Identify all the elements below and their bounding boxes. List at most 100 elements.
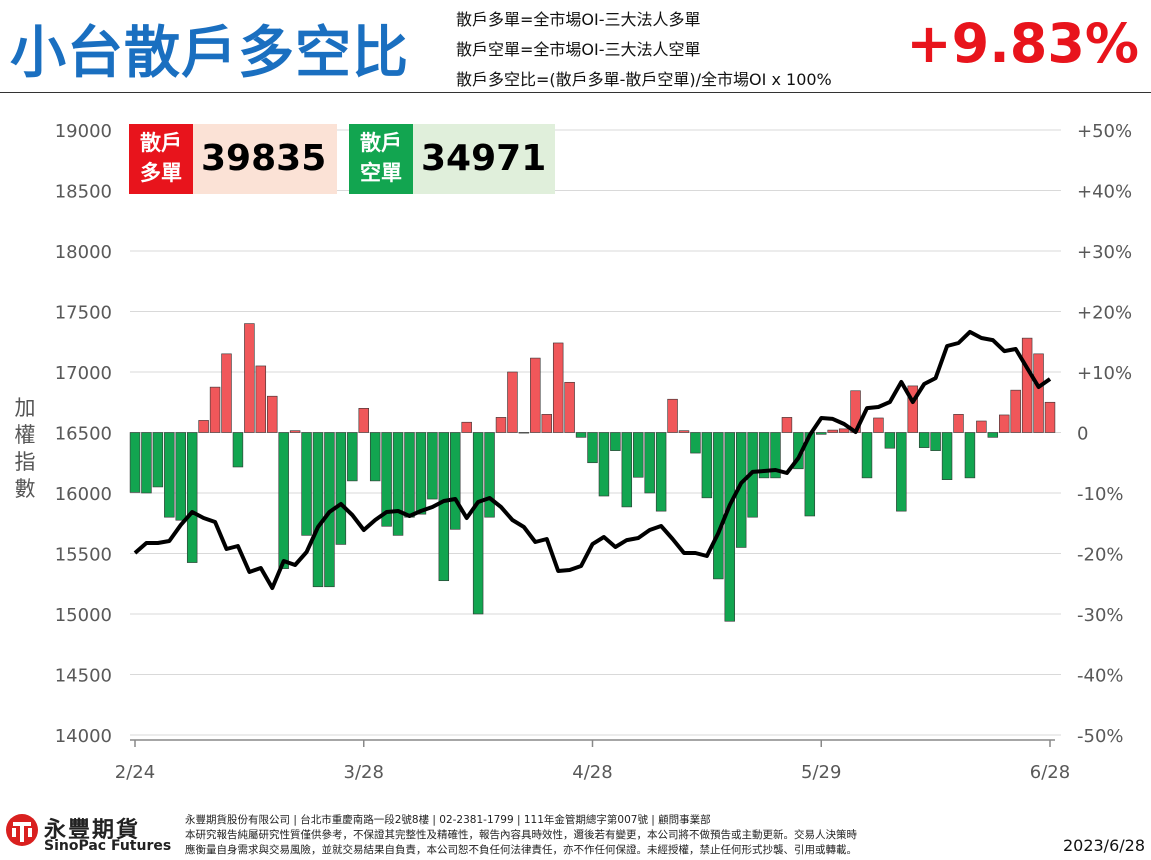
bar	[450, 432, 461, 530]
bar	[1021, 337, 1033, 433]
y-tick-label: 15000	[55, 605, 112, 626]
y2-tick-label: +20%	[1077, 303, 1132, 324]
long-value: 39835	[193, 124, 337, 194]
bar	[175, 432, 186, 521]
bar	[655, 432, 667, 512]
bar	[461, 421, 472, 433]
x-tick-label: 2/24	[115, 762, 155, 783]
bar	[816, 432, 827, 435]
bar	[129, 432, 141, 493]
x-tick-label: 5/29	[801, 762, 841, 783]
long-label: 散戶多單	[129, 124, 193, 194]
bar	[530, 357, 541, 433]
bar	[701, 432, 713, 499]
brand-name-en: SinoPac Futures	[44, 838, 172, 854]
headline-ratio: +9.83%	[906, 12, 1139, 75]
index-line	[133, 329, 1052, 590]
bar	[518, 432, 530, 434]
y-tick-label: 18000	[55, 242, 112, 263]
y2-tick-label: -30%	[1077, 605, 1124, 626]
bar	[164, 432, 175, 518]
report-date: 2023/6/28	[1062, 836, 1145, 855]
formula: 散戶空單=全市場OI-三大法人空單	[456, 40, 701, 59]
bar	[381, 432, 392, 527]
bar	[976, 420, 987, 433]
bar	[552, 342, 564, 433]
y-tick-label: 17000	[55, 363, 112, 384]
bar	[930, 432, 941, 451]
y-tick-label: 17500	[55, 303, 112, 324]
bar	[884, 432, 896, 449]
bar	[495, 417, 507, 433]
bar	[690, 432, 701, 454]
bar	[347, 432, 358, 482]
y2-tick-label: +50%	[1077, 121, 1132, 142]
bar	[918, 432, 930, 448]
formula: 散戶多單=全市場OI-三大法人多單	[456, 10, 701, 29]
bar	[1044, 401, 1056, 433]
y2-tick-label: -10%	[1077, 484, 1124, 505]
bar	[621, 432, 633, 508]
divider	[0, 92, 1151, 93]
bar	[221, 353, 232, 433]
bar	[404, 432, 415, 518]
x-tick-label: 4/28	[572, 762, 612, 783]
bar	[484, 432, 495, 518]
bar	[427, 432, 438, 500]
short-value: 34971	[413, 124, 555, 194]
bar	[964, 432, 976, 479]
bar	[598, 432, 610, 497]
y-tick-label: 14000	[55, 726, 112, 747]
page-title: 小台散戶多空比	[10, 21, 409, 86]
y-tick-label: 14500	[55, 666, 112, 687]
bar	[610, 432, 621, 451]
y-tick-label: 15500	[55, 545, 112, 566]
bar	[507, 371, 518, 433]
bar	[358, 407, 369, 433]
y2-tick-label: -50%	[1077, 726, 1124, 747]
bar	[861, 432, 873, 479]
bar	[141, 432, 152, 494]
disclaimer: 應衡量自身需求與交易風險，並就交易結果自負責，本公司恕不負任何法律責任，亦不作任…	[185, 844, 857, 856]
brand-name: 永豐期貨	[44, 818, 141, 843]
bar	[873, 417, 884, 433]
bar	[289, 430, 301, 433]
bar	[575, 432, 587, 438]
bar	[392, 432, 404, 536]
y2-tick-label: +10%	[1077, 363, 1132, 384]
bar	[667, 398, 678, 433]
bar	[987, 432, 999, 438]
y-tick-label: 18500	[55, 182, 112, 203]
bar	[255, 365, 267, 433]
bar	[244, 323, 255, 433]
y2-tick-label: +30%	[1077, 242, 1132, 263]
bar	[907, 385, 918, 433]
bar	[713, 432, 724, 580]
bar	[758, 432, 770, 479]
bar	[953, 414, 964, 433]
bar	[564, 381, 575, 433]
y-tick-label: 19000	[55, 121, 112, 142]
bar	[278, 432, 289, 569]
bar	[335, 432, 347, 545]
bar	[209, 386, 221, 433]
y2-tick-label: -20%	[1077, 545, 1124, 566]
formula: 散戶多空比=(散戶多單-散戶空單)/全市場OI x 100%	[456, 70, 832, 89]
bar	[770, 432, 781, 479]
bar	[724, 432, 735, 622]
bar	[267, 395, 278, 433]
bar	[838, 428, 850, 433]
bar	[438, 432, 450, 582]
bar	[472, 432, 484, 615]
bar	[633, 432, 644, 478]
bar	[232, 432, 244, 468]
bar	[678, 430, 690, 433]
disclaimer: 本研究報告純屬研究性質僅供參考，不保證其完整性及精確性，報告內容具時效性，邇後若…	[185, 829, 857, 841]
bar	[152, 432, 164, 488]
bar	[1033, 353, 1044, 433]
bar	[896, 432, 907, 512]
bar	[827, 429, 838, 433]
bar	[1010, 389, 1021, 433]
